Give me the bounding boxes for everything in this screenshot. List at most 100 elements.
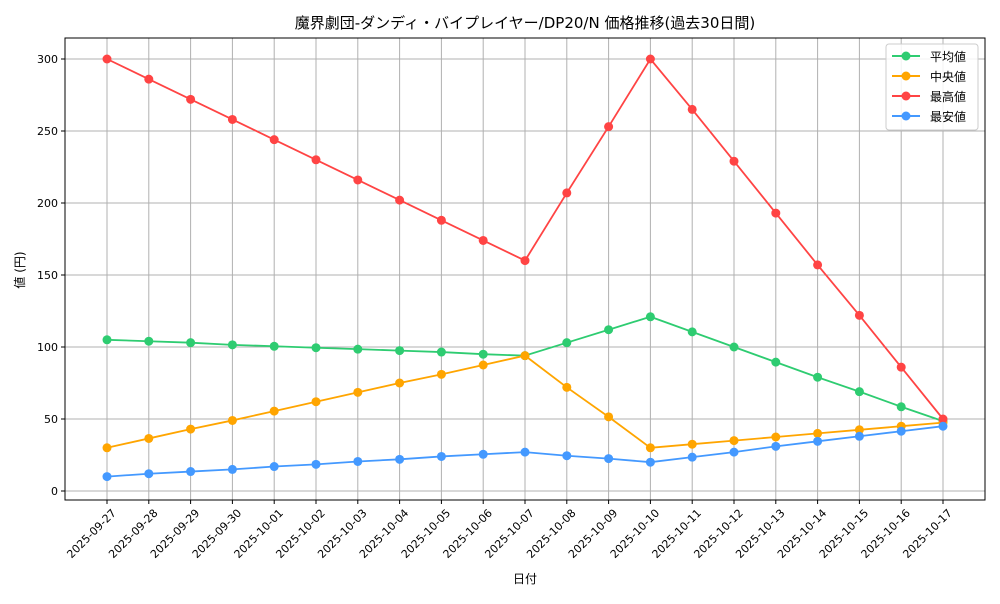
data-point [395,378,405,388]
data-point [144,433,154,443]
data-point [311,459,321,469]
data-point [813,436,823,446]
data-point [478,360,488,370]
data-point [562,338,572,348]
data-point [687,327,697,337]
y-tick-label: 100 [37,341,58,354]
y-tick-label: 300 [37,53,58,66]
data-point [604,412,614,422]
data-point [854,310,864,320]
data-point [436,451,446,461]
data-point [562,382,572,392]
data-point [102,335,112,345]
data-point [938,414,948,424]
data-point [645,54,655,64]
data-point [311,397,321,407]
data-point [353,387,363,397]
data-point [395,454,405,464]
data-point [604,122,614,132]
data-point [227,114,237,124]
chart-title: 魔界劇団-ダンディ・バイプレイヤー/DP20/N 価格推移(過去30日間) [295,14,756,32]
data-point [478,235,488,245]
data-point [896,402,906,412]
data-point [854,387,864,397]
data-point [269,406,279,416]
data-point [771,432,781,442]
data-point [478,349,488,359]
data-point [436,215,446,225]
y-tick-label: 200 [37,197,58,210]
data-point [645,443,655,453]
x-axis-label: 日付 [513,572,537,586]
y-tick-label: 250 [37,125,58,138]
data-point [436,369,446,379]
y-tick-label: 50 [44,413,58,426]
data-point [729,436,739,446]
data-point [186,94,196,104]
data-point [687,439,697,449]
data-point [311,155,321,165]
data-point [102,472,112,482]
data-point [227,340,237,350]
data-point [604,454,614,464]
data-point [353,175,363,185]
plot-frame [64,37,986,501]
data-point [771,208,781,218]
legend-marker [901,71,911,81]
data-point [687,104,697,114]
data-point [813,260,823,270]
data-point [436,347,446,357]
data-point [227,415,237,425]
legend-marker [901,51,911,61]
data-point [604,325,614,335]
data-point [227,464,237,474]
legend-label: 中央値 [930,69,966,84]
data-point [144,336,154,346]
legend-label: 最安値 [930,109,966,124]
legend-label: 最高値 [930,89,966,104]
data-point [269,462,279,472]
data-point [269,341,279,351]
data-point [102,443,112,453]
data-point [729,342,739,352]
data-point [520,256,530,266]
data-point [562,451,572,461]
data-point [813,428,823,438]
legend-marker [901,111,911,121]
y-tick-label: 0 [51,485,58,498]
data-point [771,357,781,367]
data-point [269,135,279,145]
y-axis-label: 値 (円) [12,251,27,288]
data-point [520,351,530,361]
data-point [144,469,154,479]
data-point [102,54,112,64]
data-point [144,74,154,84]
data-point [687,452,697,462]
data-point [520,447,530,457]
data-point [813,372,823,382]
data-point [896,426,906,436]
data-point [186,467,196,477]
data-point [395,346,405,356]
data-point [562,188,572,198]
legend-label: 平均値 [930,49,966,64]
data-point [854,425,864,435]
data-point [854,431,864,441]
legend-marker [901,91,911,101]
data-point [729,447,739,457]
data-point [395,195,405,205]
data-point [353,456,363,466]
data-point [771,441,781,451]
data-point [729,156,739,166]
data-point [311,343,321,353]
data-point [186,338,196,348]
data-point [353,344,363,354]
y-tick-label: 150 [37,269,58,282]
data-point [478,449,488,459]
data-point [186,424,196,434]
legend-box [885,43,979,131]
data-point [896,362,906,372]
data-point [645,457,655,467]
data-point [645,312,655,322]
